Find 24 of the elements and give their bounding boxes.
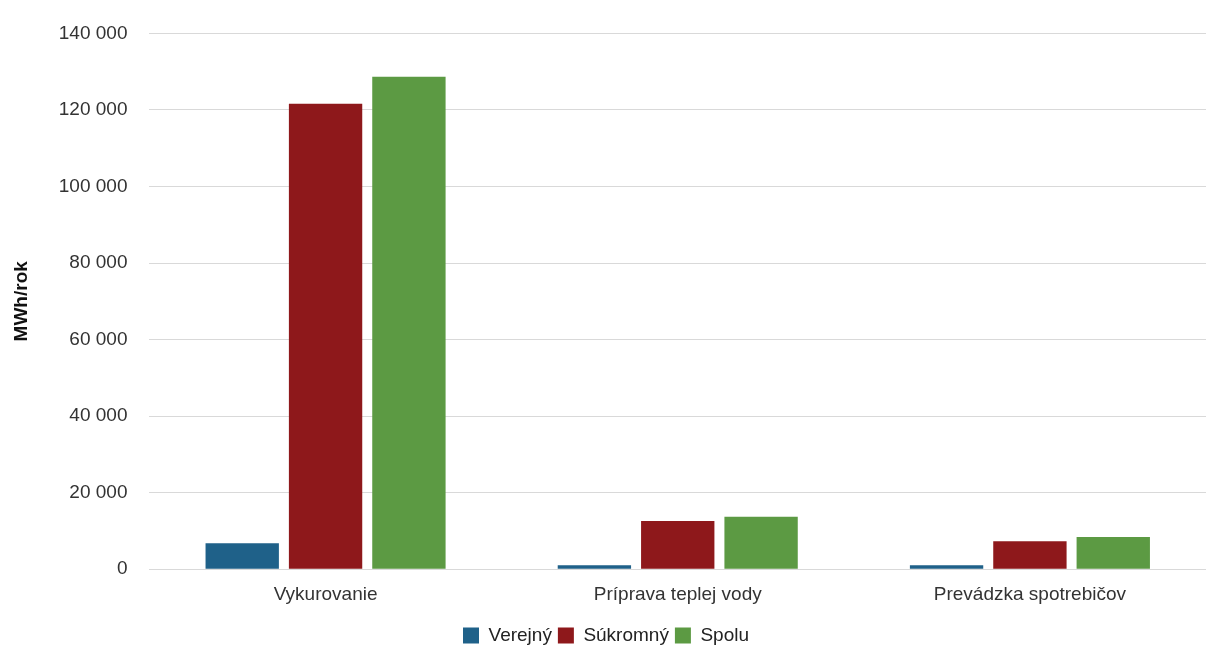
bar [724, 516, 798, 569]
bar [372, 76, 446, 569]
x-tick-label: Prevádzka spotrebičov [933, 582, 1127, 604]
y-tick-label: 0 [116, 557, 128, 579]
y-tick-label: 140 000 [58, 21, 128, 43]
x-tick-label: Vykurovanie [273, 582, 378, 604]
bar [205, 543, 279, 569]
bar [909, 565, 984, 569]
y-tick-label: 40 000 [69, 404, 128, 426]
bar [641, 520, 715, 569]
legend-label: Spolu [700, 623, 750, 645]
bar [557, 565, 632, 569]
legend-label: Verejný [488, 623, 553, 645]
legend-label: Súkromný [583, 623, 670, 645]
bar [1076, 537, 1150, 569]
bar [993, 541, 1067, 569]
x-tick-label: Príprava teplej vody [593, 582, 763, 604]
bar [288, 103, 363, 569]
y-tick-label: 80 000 [69, 251, 128, 273]
y-tick-label: 100 000 [58, 174, 128, 196]
y-tick-label: 60 000 [69, 327, 128, 349]
y-tick-label: 120 000 [58, 98, 128, 120]
y-axis-title: MWh/rok [9, 260, 31, 342]
y-tick-label: 20 000 [69, 480, 128, 502]
